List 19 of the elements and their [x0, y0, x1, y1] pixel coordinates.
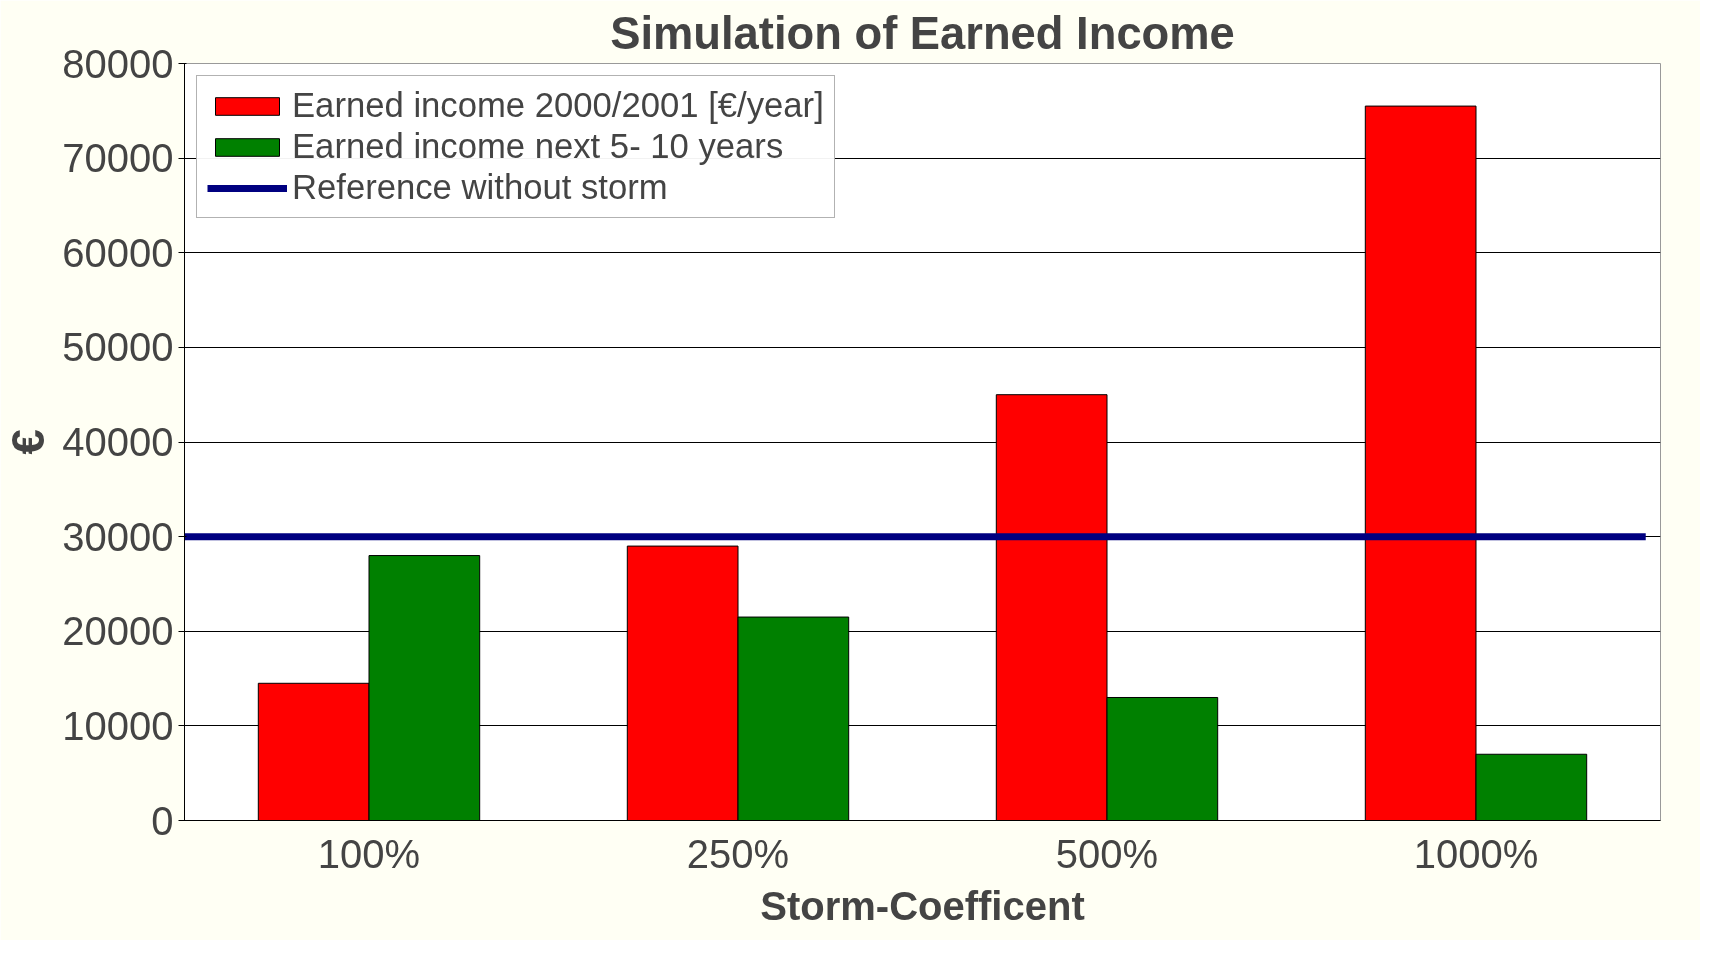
- legend-label: Earned income next 5- 10 years: [292, 127, 784, 166]
- x-tick-label: 500%: [1055, 831, 1159, 876]
- y-tick-label: 70000: [62, 136, 174, 181]
- legend-label: Reference without storm: [292, 168, 668, 207]
- legend-label: Earned income 2000/2001 [€/year]: [292, 86, 824, 125]
- y-axis-title: €: [3, 429, 55, 455]
- y-tick-label: 60000: [62, 230, 174, 275]
- chart-title: Simulation of Earned Income: [610, 7, 1235, 59]
- y-tick-label: 30000: [62, 514, 174, 559]
- x-tick-label: 1000%: [1413, 831, 1539, 876]
- x-axis-title: Storm-Coefficent: [760, 883, 1085, 928]
- y-tick-label: 40000: [62, 420, 174, 464]
- y-tick-label: 20000: [62, 609, 174, 654]
- y-tick-label: 80000: [62, 41, 174, 86]
- x-tick-label: 100%: [317, 831, 421, 876]
- x-tick-label: 250%: [686, 831, 790, 876]
- y-tick-label: 0: [151, 798, 174, 843]
- y-tick-label: 50000: [62, 325, 174, 370]
- y-tick-label: 10000: [62, 703, 174, 748]
